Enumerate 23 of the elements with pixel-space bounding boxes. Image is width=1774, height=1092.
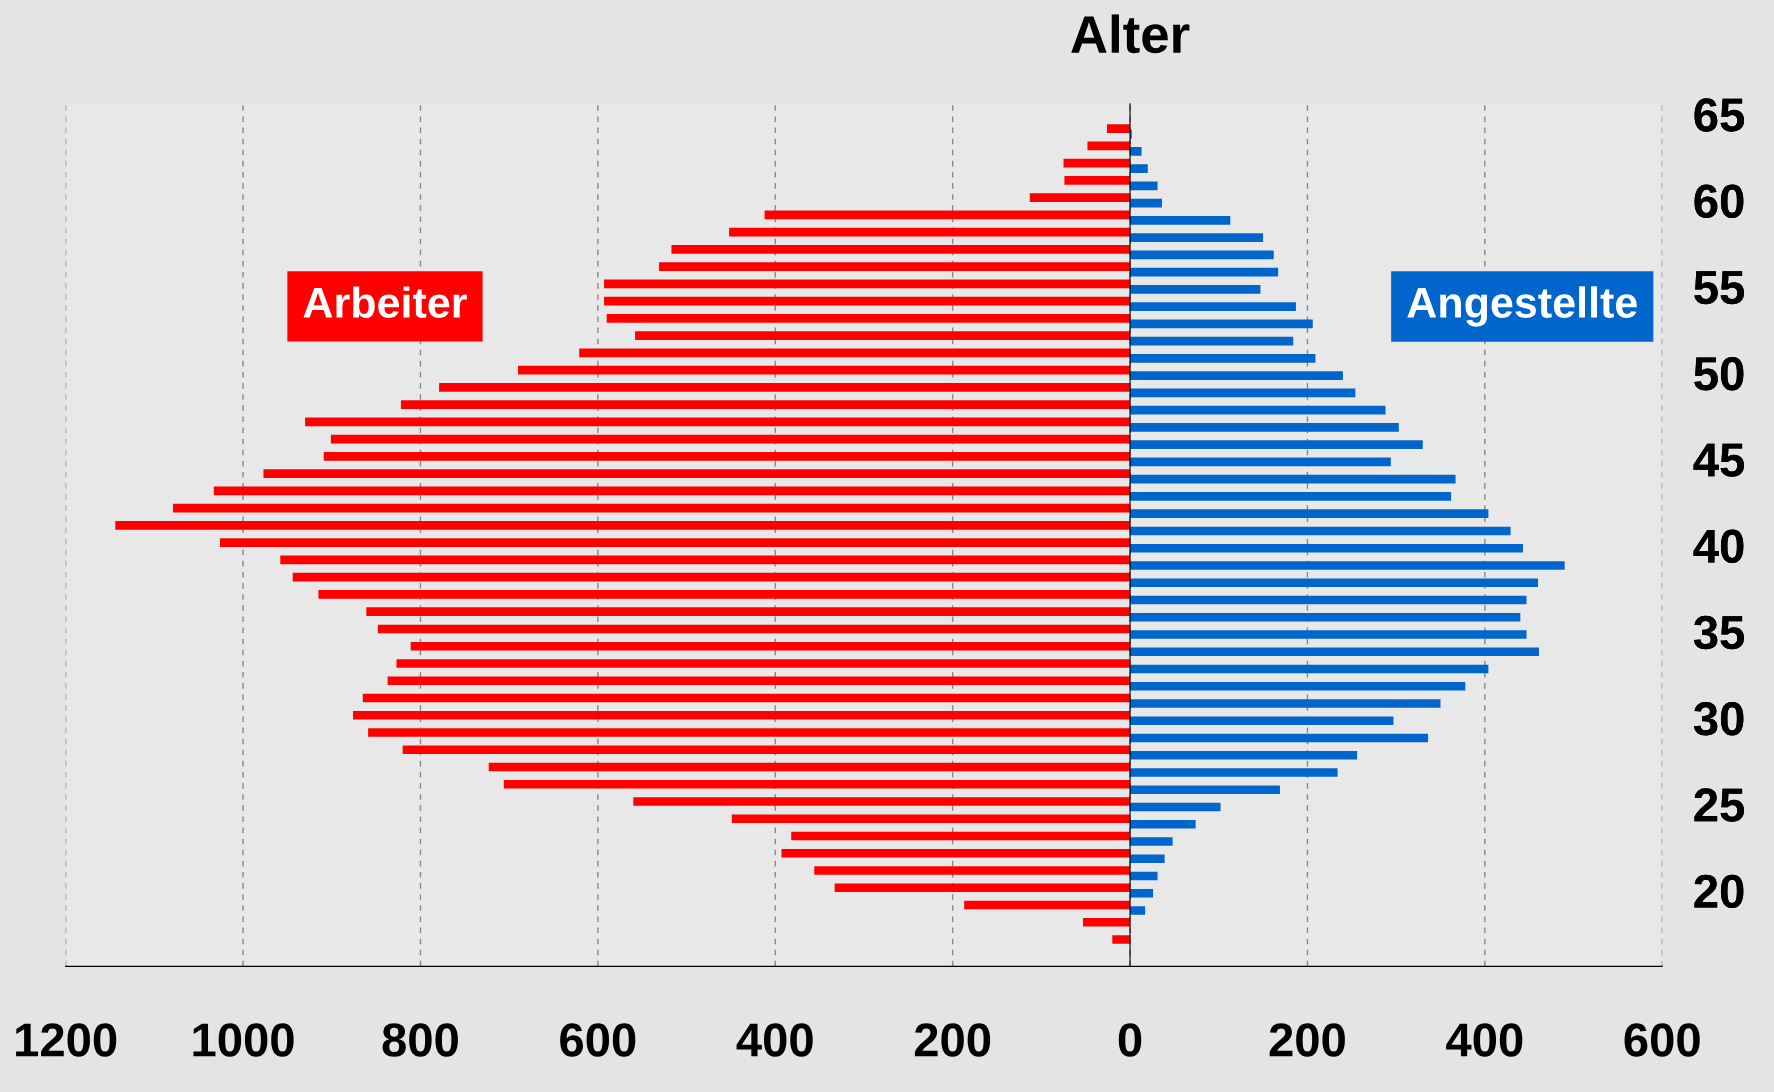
y-tick-label: 55 (1694, 271, 1744, 305)
y-tick-label: 60 (1694, 184, 1744, 218)
x-tick-label: 200 (1269, 1023, 1345, 1057)
x-tick-label: 800 (382, 1023, 458, 1057)
series-label: Arbeiter (303, 286, 467, 319)
y-tick-label: 20 (1694, 874, 1744, 909)
y-tick-label: 35 (1693, 615, 1744, 650)
x-tick-label: 600 (560, 1023, 636, 1057)
y-axis-title: Alter (1071, 14, 1190, 54)
y-tick-label: 45 (1693, 443, 1744, 477)
x-tick-label: 1000 (193, 1023, 294, 1057)
y-tick-label: 50 (1694, 357, 1744, 391)
x-tick-label: 200 (914, 1023, 991, 1057)
y-tick-label: 65 (1694, 98, 1744, 132)
y-tick-label: 40 (1693, 529, 1744, 564)
x-tick-label: 600 (1624, 1023, 1700, 1057)
x-tick-label: 400 (1446, 1023, 1523, 1057)
y-tick-label: 30 (1693, 702, 1744, 736)
x-tick-label: 1200 (16, 1023, 117, 1057)
y-tick-label: 25 (1694, 788, 1744, 822)
x-tick-label: 400 (736, 1023, 813, 1057)
series-label: Angestellte (1407, 286, 1637, 327)
x-tick-label: 0 (1118, 1023, 1142, 1057)
